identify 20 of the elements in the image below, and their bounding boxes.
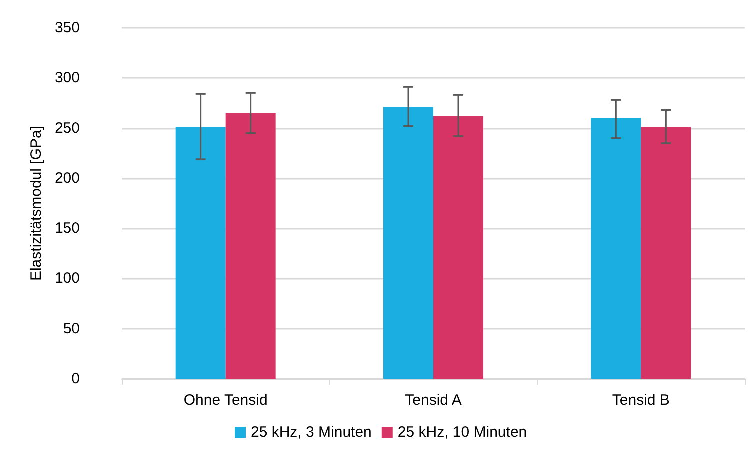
- legend-label: 25 kHz, 10 Minuten: [398, 424, 528, 441]
- y-tick-label: 200: [54, 170, 80, 187]
- bar: [384, 107, 434, 379]
- y-tick-label: 300: [54, 70, 80, 87]
- x-tick-label: Ohne Tensid: [184, 392, 268, 409]
- x-tick-label: Tensid B: [612, 392, 670, 409]
- bar: [434, 116, 484, 379]
- y-tick-label: 50: [63, 320, 80, 338]
- y-tick-label: 250: [54, 120, 80, 137]
- bar: [176, 127, 226, 379]
- bar: [591, 118, 642, 379]
- bar: [226, 113, 276, 379]
- y-tick-label: 100: [54, 270, 80, 288]
- y-tick-label: 150: [54, 220, 80, 238]
- bar: [641, 127, 692, 379]
- legend-label: 25 kHz, 3 Minuten: [251, 424, 372, 441]
- y-tick-label: 0: [72, 370, 80, 388]
- x-tick-label: Tensid A: [405, 392, 462, 409]
- y-tick-label: 350: [54, 20, 80, 36]
- y-axis-title: Elastizitätsmodul [GPa]: [28, 126, 45, 282]
